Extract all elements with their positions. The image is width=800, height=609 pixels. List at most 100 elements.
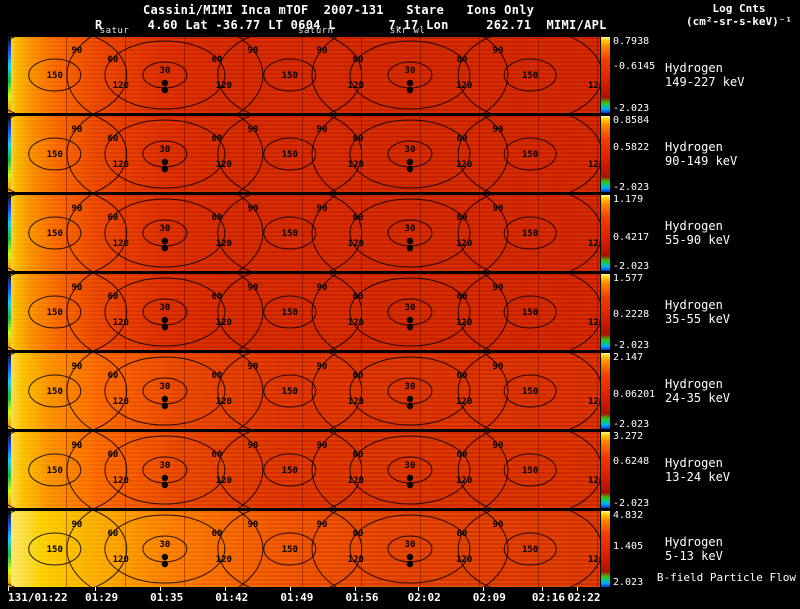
contour-overlay: 3060609090306060909015012012015012012015…	[8, 116, 600, 192]
species-label: Hydrogen 5-13 keV	[665, 535, 723, 563]
svg-text:60: 60	[211, 371, 222, 381]
svg-text:150: 150	[522, 71, 538, 81]
spectrum-edge-strip	[8, 511, 11, 587]
svg-text:90: 90	[493, 520, 504, 530]
svg-text:150: 150	[522, 150, 538, 160]
svg-text:120: 120	[456, 318, 472, 328]
contour-overlay: 3060609090306060909015012012015012012015…	[8, 37, 600, 113]
heatmap-panel: 3060609090306060909015012012015012012015…	[8, 116, 600, 192]
energy-range-label: 35-55 keV	[665, 312, 731, 326]
svg-text:90: 90	[317, 441, 328, 451]
time-tick	[541, 587, 543, 591]
svg-text:150: 150	[522, 229, 538, 239]
energy-range-label: 149-227 keV	[665, 75, 745, 89]
fov-annotation: skr wl	[389, 26, 426, 36]
time-label: 02:22	[567, 591, 601, 604]
colorbar-max-value: 2.147	[613, 352, 644, 363]
svg-text:150: 150	[282, 545, 298, 555]
time-label: 02:02	[407, 591, 441, 604]
svg-text:120: 120	[348, 397, 364, 407]
colorbar-mid-value: 0.6248	[613, 456, 650, 467]
heatmap-panel: 3060609090306060909015012012015012012015…	[8, 511, 600, 587]
svg-text:120: 120	[588, 160, 600, 170]
species-name: Hydrogen	[665, 298, 723, 312]
svg-text:150: 150	[47, 229, 63, 239]
species-label: Hydrogen 13-24 keV	[665, 456, 730, 484]
colorbar-mid-value: 0.06201	[613, 389, 656, 400]
species-name: Hydrogen	[665, 535, 723, 549]
svg-text:150: 150	[47, 466, 63, 476]
energy-range-label: 55-90 keV	[665, 233, 731, 247]
panel-row: 3060609090306060909015012012015012012015…	[0, 115, 800, 193]
heatmap-panel: 3060609090306060909015012012015012012015…	[8, 432, 600, 508]
svg-text:120: 120	[588, 81, 600, 91]
colorbar-min-value: -2.023	[613, 103, 650, 114]
svg-text:120: 120	[113, 555, 129, 565]
svg-text:60: 60	[211, 134, 222, 144]
svg-text:120: 120	[456, 397, 472, 407]
svg-text:30: 30	[159, 540, 170, 550]
time-tick	[225, 587, 227, 591]
time-tick	[94, 587, 96, 591]
colorbar-mid-value: 0.2228	[613, 309, 650, 320]
colorbar	[601, 195, 610, 271]
svg-text:90: 90	[247, 441, 258, 451]
svg-text:120: 120	[113, 160, 129, 170]
colorbar	[601, 511, 610, 587]
svg-text:90: 90	[247, 283, 258, 293]
svg-text:90: 90	[71, 362, 82, 372]
bfield-flow-label: B-field Particle Flow	[656, 571, 796, 584]
svg-text:150: 150	[522, 466, 538, 476]
svg-text:150: 150	[282, 308, 298, 318]
colorbar-min-value: -2.023	[613, 419, 650, 430]
colorbar-max-value: 0.8584	[613, 115, 650, 126]
colorbar-max-value: 1.179	[613, 194, 644, 205]
colorbar-max-value: 1.577	[613, 273, 644, 284]
colorbar-min-value: -2.023	[613, 182, 650, 193]
svg-text:120: 120	[216, 318, 232, 328]
svg-text:120: 120	[113, 397, 129, 407]
page-title: Cassini/MIMI Inca mTOF 2007-131 Stare Io…	[143, 3, 535, 17]
svg-text:90: 90	[493, 125, 504, 135]
species-name: Hydrogen	[665, 456, 723, 470]
svg-text:30: 30	[159, 303, 170, 313]
contour-overlay: 3060609090306060909015012012015012012015…	[8, 195, 600, 271]
colorbar-legend-line2: (cm²-sr-s-keV)⁻¹	[686, 15, 792, 28]
panel-row: 3060609090306060909015012012015012012015…	[0, 431, 800, 509]
svg-text:150: 150	[522, 387, 538, 397]
svg-text:30: 30	[405, 540, 416, 550]
colorbar-max-value: 3.272	[613, 431, 644, 442]
svg-text:150: 150	[282, 466, 298, 476]
svg-text:60: 60	[211, 213, 222, 223]
species-label: Hydrogen 35-55 keV	[665, 298, 730, 326]
svg-text:120: 120	[588, 239, 600, 249]
svg-text:90: 90	[71, 520, 82, 530]
svg-text:90: 90	[493, 204, 504, 214]
svg-text:150: 150	[282, 229, 298, 239]
svg-text:150: 150	[47, 308, 63, 318]
contour-overlay: 3060609090306060909015012012015012012015…	[8, 432, 600, 508]
svg-text:90: 90	[71, 125, 82, 135]
svg-text:120: 120	[588, 318, 600, 328]
panel-row: 3060609090306060909015012012015012012015…	[0, 273, 800, 351]
colorbar	[601, 353, 610, 429]
svg-text:30: 30	[405, 461, 416, 471]
heatmap-panel: 3060609090306060909015012012015012012015…	[8, 37, 600, 113]
svg-text:120: 120	[216, 555, 232, 565]
panel-row: 3060609090306060909015012012015012012015…	[0, 194, 800, 272]
ephemeris-subtitle: R 4.60 Lat -36.77 LT 0604 L 7.17 Lon 262…	[95, 18, 607, 32]
colorbar-min-value: -2.023	[613, 498, 650, 509]
svg-text:90: 90	[247, 520, 258, 530]
spectrum-edge-strip	[8, 37, 11, 113]
svg-text:90: 90	[493, 441, 504, 451]
time-tick	[8, 587, 9, 591]
species-name: Hydrogen	[665, 140, 723, 154]
svg-text:150: 150	[282, 150, 298, 160]
time-tick	[160, 587, 162, 591]
heatmap-panel: 3060609090306060909015012012015012012015…	[8, 195, 600, 271]
contour-overlay: 3060609090306060909015012012015012012015…	[8, 511, 600, 587]
colorbar	[601, 37, 610, 113]
svg-text:120: 120	[348, 318, 364, 328]
svg-text:120: 120	[348, 160, 364, 170]
svg-text:30: 30	[159, 66, 170, 76]
